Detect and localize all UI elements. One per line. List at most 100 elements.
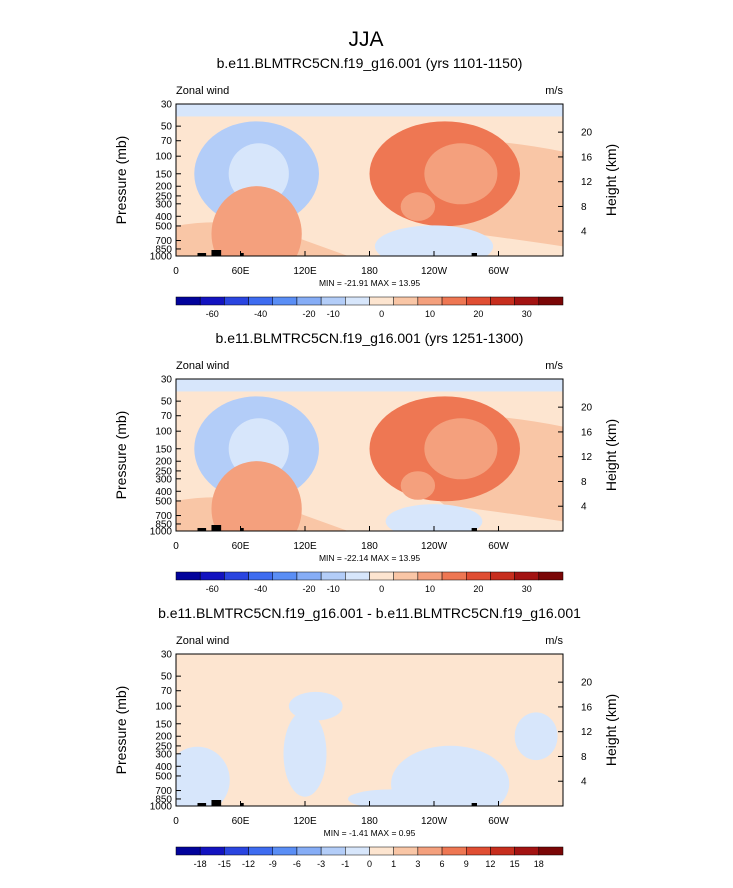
height-tick-label: 4 [581, 502, 587, 513]
y-tick-label: 50 [161, 397, 173, 408]
y-tick-label: 30 [161, 375, 173, 386]
colorbar-swatch [369, 846, 394, 856]
contour-field [176, 379, 563, 531]
colorbar-label: 0 [379, 309, 384, 319]
x-tick-label: 60W [488, 266, 509, 277]
colorbar-swatch [490, 296, 515, 306]
colorbar-label: 30 [522, 584, 532, 594]
topography-1 [197, 528, 207, 531]
colorbar-swatch [393, 296, 419, 306]
y-tick-label: 300 [155, 474, 172, 485]
colorbar: -18 -15 -12 -9 -6 -3 -1 0 1 3 6 9 12 15 18 [175, 846, 564, 869]
height-tick-label: 8 [581, 752, 587, 763]
panel-title: b.e11.BLMTRC5CN.f19_g16.001 (yrs 1251-13… [216, 330, 524, 346]
colorbar-label: 0 [367, 859, 372, 869]
left-label: Zonal wind [176, 85, 229, 97]
topography-2 [211, 250, 222, 256]
topography-1 [197, 253, 207, 256]
contour-blob-5 [514, 712, 558, 761]
panel-title: b.e11.BLMTRC5CN.f19_g16.001 (yrs 1101-11… [217, 55, 523, 71]
x-tick-label: 60E [232, 266, 250, 277]
y-tick-label: 850 [155, 519, 172, 530]
y-tick-label: 250 [155, 466, 172, 477]
topography-4 [471, 528, 477, 531]
y-tick-label: 700 [155, 511, 172, 522]
contour-blob-4 [391, 745, 510, 806]
y-tick-label: 30 [161, 100, 173, 111]
height-tick-label: 16 [581, 427, 593, 438]
colorbar-swatch [272, 571, 298, 581]
colorbar-label: 20 [473, 584, 483, 594]
colorbar-label: -40 [254, 584, 267, 594]
colorbar-swatch [393, 846, 419, 856]
y-tick-label: 30 [161, 650, 173, 661]
panels: b.e11.BLMTRC5CN.f19_g16.001 (yrs 1101-11… [113, 55, 619, 869]
colorbar-label: -40 [254, 309, 267, 319]
left-label: Zonal wind [176, 360, 229, 372]
colorbar-swatch [296, 296, 322, 306]
minmax-label: MIN = -22.14 MAX = 13.95 [319, 553, 420, 563]
y-tick-label: 100 [155, 152, 172, 163]
x-tick-label: 180 [361, 816, 378, 827]
height-tick-label: 4 [581, 227, 587, 238]
height-tick-label: 12 [581, 452, 593, 463]
colorbar-swatch [369, 296, 394, 306]
x-tick-label: 60E [232, 816, 250, 827]
y-tick-label: 1000 [150, 252, 173, 263]
y-tick-label: 200 [155, 732, 172, 743]
colorbar-swatch [490, 571, 515, 581]
colorbar-swatch [175, 296, 201, 306]
colorbar-label: 10 [425, 309, 435, 319]
x-tick-label: 180 [361, 266, 378, 277]
contour-blob-4 [424, 143, 498, 205]
colorbar-label: 30 [522, 309, 532, 319]
right-label: m/s [545, 85, 563, 97]
topography-4 [471, 253, 477, 256]
colorbar-label: 0 [379, 584, 384, 594]
colorbar-label: -60 [206, 309, 219, 319]
colorbar-swatch [466, 846, 491, 856]
colorbar-swatch [514, 846, 540, 856]
y-axis-label: Pressure (mb) [113, 411, 129, 500]
colorbar-swatch [345, 571, 370, 581]
colorbar-swatch [320, 846, 346, 856]
upper-band [176, 104, 563, 117]
y-tick-label: 500 [155, 771, 172, 782]
x-tick-label: 0 [173, 816, 179, 827]
contour-blob-7 [374, 225, 494, 256]
colorbar-swatch [417, 296, 443, 306]
colorbar-label: 9 [464, 859, 469, 869]
colorbar-label: -15 [218, 859, 231, 869]
y-tick-label: 850 [155, 244, 172, 255]
colorbar-label: -20 [303, 584, 316, 594]
topography-3 [240, 803, 244, 806]
y-tick-label: 700 [155, 236, 172, 247]
height-tick-label: 8 [581, 202, 587, 213]
y-tick-label: 400 [155, 762, 172, 773]
y-tick-label: 300 [155, 749, 172, 760]
x-tick-label: 120W [421, 266, 448, 277]
topography-3 [240, 253, 244, 256]
y-tick-label: 250 [155, 741, 172, 752]
y-axis-label: Pressure (mb) [113, 686, 129, 775]
colorbar-label: 12 [485, 859, 495, 869]
x-tick-label: 120E [293, 541, 317, 552]
colorbar-swatch [175, 846, 201, 856]
colorbar-label: 15 [510, 859, 520, 869]
colorbar-label: 6 [440, 859, 445, 869]
x-tick-label: 180 [361, 541, 378, 552]
y-tick-label: 500 [155, 221, 172, 232]
contour-blob-5 [211, 461, 302, 531]
minmax-label: MIN = -1.41 MAX = 0.95 [324, 828, 416, 838]
colorbar-swatch [248, 296, 273, 306]
contour-blob-7 [385, 504, 483, 531]
height-tick-label: 12 [581, 177, 593, 188]
x-tick-label: 0 [173, 266, 179, 277]
colorbar-swatch [248, 571, 273, 581]
colorbar-label: 1 [391, 859, 396, 869]
height-tick-label: 4 [581, 777, 587, 788]
colorbar-swatch [466, 296, 491, 306]
y-axis-label: Pressure (mb) [113, 136, 129, 225]
colorbar-swatch [441, 296, 467, 306]
